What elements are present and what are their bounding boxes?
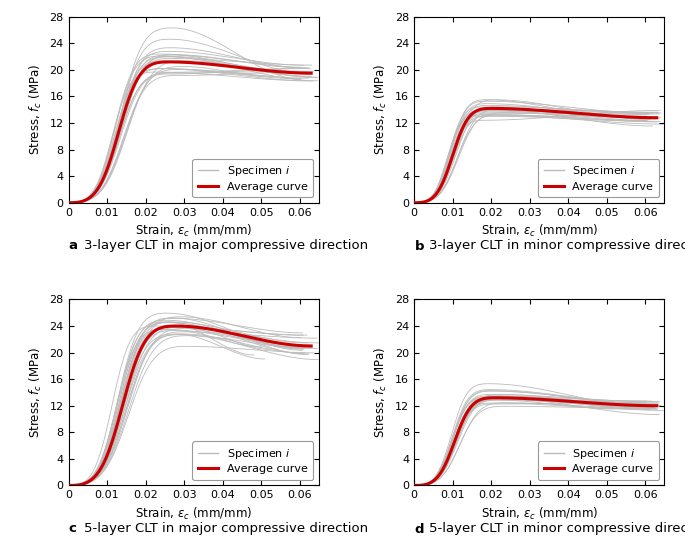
Text: $\mathbf{a}$: $\mathbf{a}$ [68,239,79,252]
X-axis label: Strain, $\epsilon_c$ (mm/mm): Strain, $\epsilon_c$ (mm/mm) [135,223,252,239]
X-axis label: Strain, $\epsilon_c$ (mm/mm): Strain, $\epsilon_c$ (mm/mm) [481,506,598,522]
Text: 3-layer CLT in minor compressive direction: 3-layer CLT in minor compressive directi… [429,239,685,252]
Y-axis label: Stress, $f_c$ (MPa): Stress, $f_c$ (MPa) [27,64,44,155]
Text: 3-layer CLT in major compressive direction: 3-layer CLT in major compressive directi… [84,239,368,252]
Legend: Specimen $i$, Average curve: Specimen $i$, Average curve [538,441,659,480]
Legend: Specimen $i$, Average curve: Specimen $i$, Average curve [192,158,313,197]
Text: $\mathbf{b}$: $\mathbf{b}$ [414,239,425,253]
Text: $\mathbf{d}$: $\mathbf{d}$ [414,522,425,536]
Text: 5-layer CLT in major compressive direction: 5-layer CLT in major compressive directi… [84,522,368,535]
Text: 5-layer CLT in minor compressive direction: 5-layer CLT in minor compressive directi… [429,522,685,535]
X-axis label: Strain, $\epsilon_c$ (mm/mm): Strain, $\epsilon_c$ (mm/mm) [481,223,598,239]
Y-axis label: Stress, $f_c$ (MPa): Stress, $f_c$ (MPa) [27,347,44,438]
Y-axis label: Stress, $f_c$ (MPa): Stress, $f_c$ (MPa) [373,347,389,438]
X-axis label: Strain, $\epsilon_c$ (mm/mm): Strain, $\epsilon_c$ (mm/mm) [135,506,252,522]
Y-axis label: Stress, $f_c$ (MPa): Stress, $f_c$ (MPa) [373,64,389,155]
Legend: Specimen $i$, Average curve: Specimen $i$, Average curve [192,441,313,480]
Legend: Specimen $i$, Average curve: Specimen $i$, Average curve [538,158,659,197]
Text: $\mathbf{c}$: $\mathbf{c}$ [68,522,77,535]
